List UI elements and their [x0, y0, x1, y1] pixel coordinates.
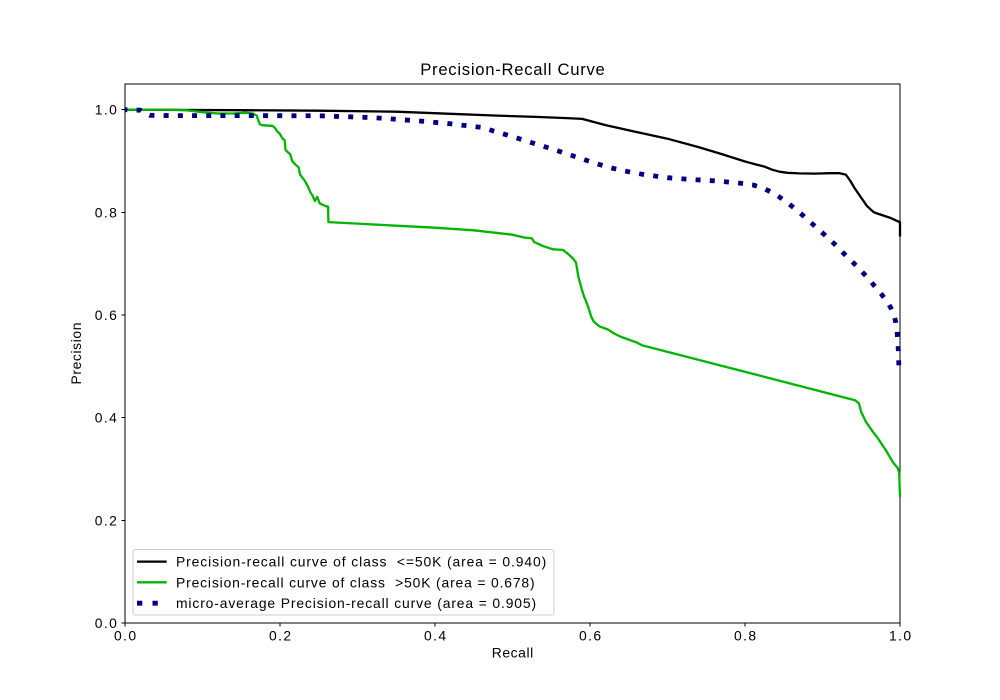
svg-text:0.0: 0.0 — [114, 627, 136, 643]
svg-text:1.0: 1.0 — [95, 102, 117, 118]
svg-text:0.4: 0.4 — [424, 627, 446, 643]
svg-text:0.0: 0.0 — [95, 615, 117, 631]
svg-text:0.8: 0.8 — [95, 204, 117, 220]
svg-text:0.6: 0.6 — [579, 627, 601, 643]
svg-text:0.6: 0.6 — [95, 307, 117, 323]
svg-text:0.2: 0.2 — [95, 512, 117, 528]
svg-text:Precision-recall curve of clas: Precision-recall curve of class <=50K (a… — [176, 553, 546, 569]
svg-text:0.8: 0.8 — [734, 627, 756, 643]
svg-text:0.4: 0.4 — [95, 410, 117, 426]
svg-text:Precision: Precision — [68, 323, 84, 385]
svg-text:Precision-Recall Curve: Precision-Recall Curve — [420, 60, 605, 79]
svg-text:Precision-recall curve of clas: Precision-recall curve of class >50K (ar… — [176, 574, 535, 590]
svg-text:micro-average Precision-recall: micro-average Precision-recall curve (ar… — [176, 595, 536, 611]
svg-text:Recall: Recall — [492, 645, 533, 661]
svg-text:1.0: 1.0 — [889, 627, 911, 643]
svg-text:0.2: 0.2 — [269, 627, 291, 643]
